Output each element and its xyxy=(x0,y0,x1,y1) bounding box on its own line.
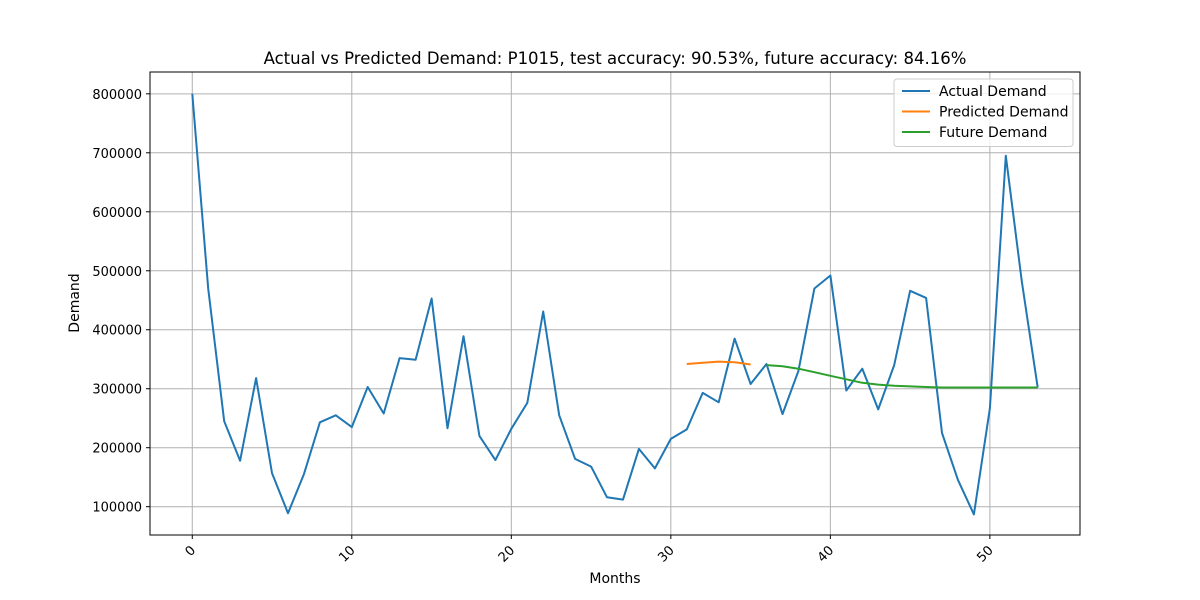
y-tick-label: 400000 xyxy=(92,324,142,339)
y-axis-ticks: 100000 200000 300000 400000 500000 600000 7000… xyxy=(92,88,150,516)
y-tick-label: 100000 xyxy=(92,501,142,516)
legend: Actual Demand Predicted Demand Future Dema… xyxy=(893,78,1074,147)
legend-label: Actual Demand xyxy=(939,84,1047,100)
y-tick-label: 300000 xyxy=(92,383,142,398)
series-line-predicted-demand xyxy=(686,360,751,366)
grid xyxy=(150,72,1080,535)
series-line-future-demand xyxy=(766,364,1038,389)
y-tick-label: 500000 xyxy=(92,265,142,280)
y-tick-label: 200000 xyxy=(92,442,142,457)
x-axis-label: Months xyxy=(589,571,640,587)
legend-label: Predicted Demand xyxy=(939,105,1069,121)
plot-frame xyxy=(149,71,1081,536)
y-tick-label: 600000 xyxy=(92,206,142,221)
series-layer xyxy=(191,93,1039,516)
y-tick-label: 800000 xyxy=(92,88,142,103)
y-axis-label: Demand xyxy=(67,273,83,332)
legend-box xyxy=(893,78,1074,147)
chart-title: Actual vs Predicted Demand: P1015, test … xyxy=(264,49,967,68)
series-line-actual-demand xyxy=(191,93,1039,516)
legend-label: Future Demand xyxy=(939,125,1047,141)
y-tick-label: 700000 xyxy=(92,147,142,162)
